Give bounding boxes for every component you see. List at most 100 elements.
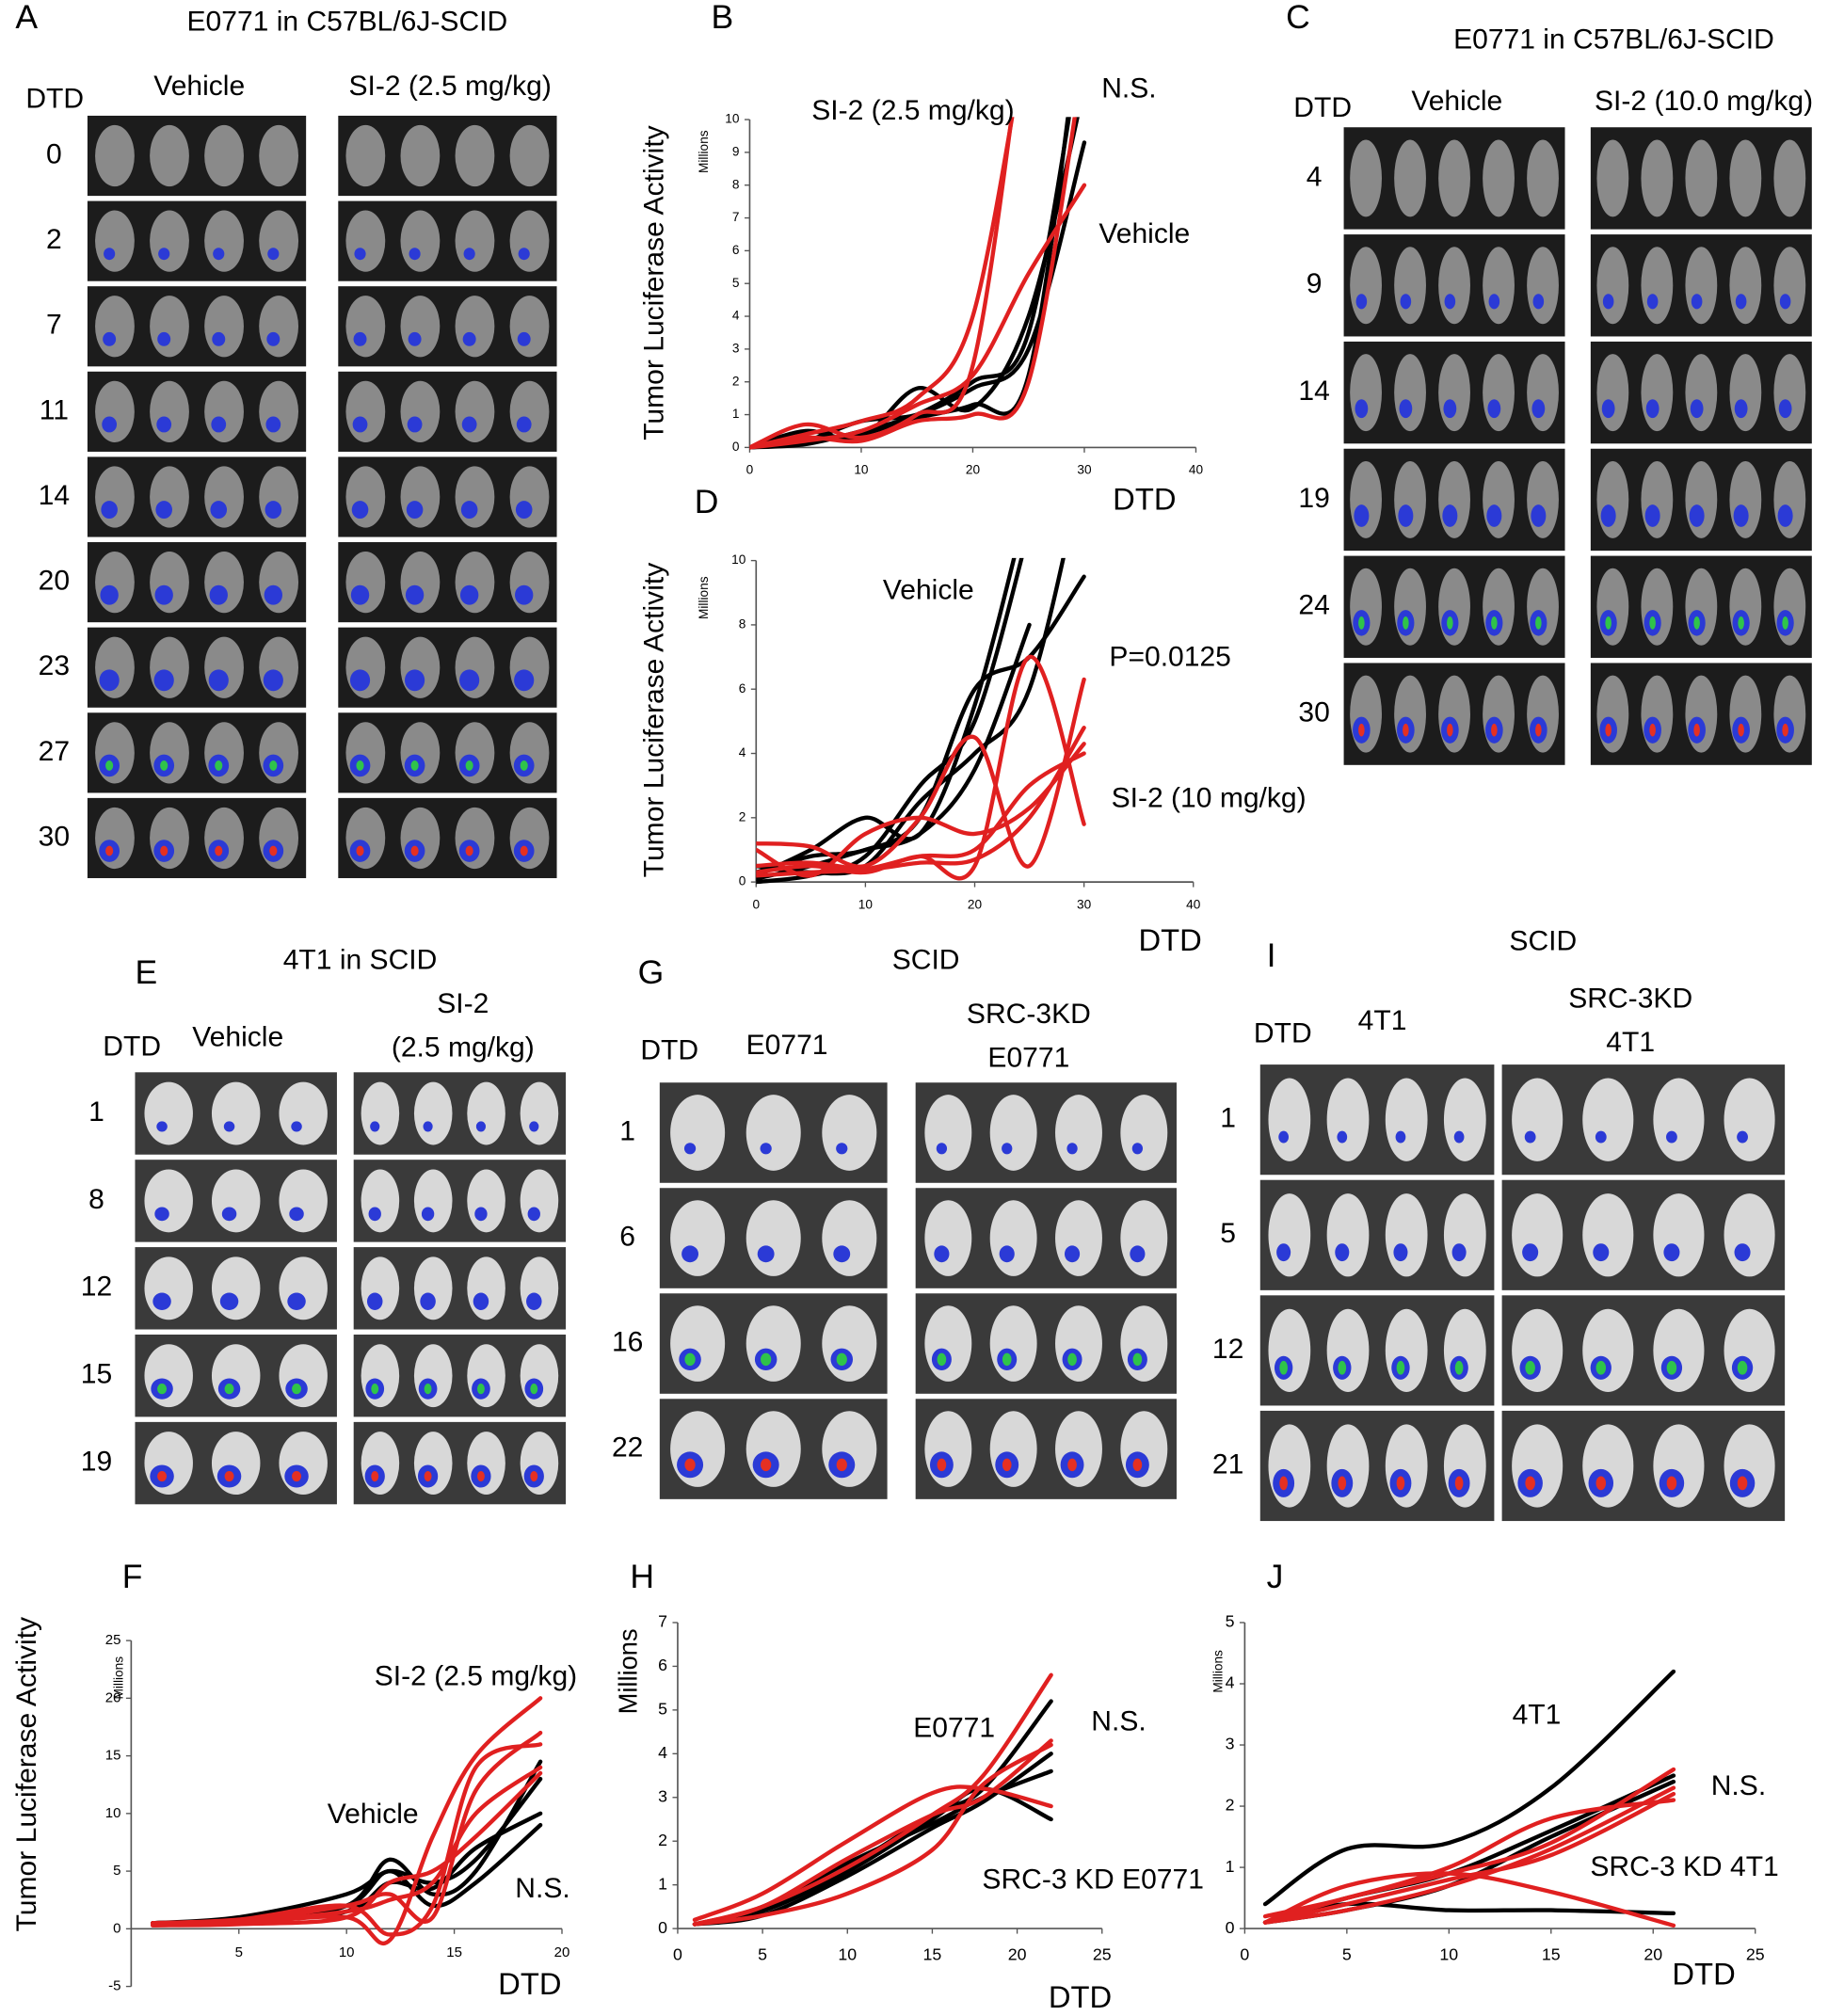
mouse <box>345 210 386 272</box>
mouse <box>211 1169 261 1233</box>
mouse <box>822 1095 877 1171</box>
mouse <box>989 1095 1037 1171</box>
mouse <box>1641 354 1674 432</box>
mouse <box>1685 139 1718 217</box>
row-label: 16 <box>612 1326 643 1357</box>
signal-core <box>224 1384 234 1395</box>
row-label: 24 <box>1298 590 1329 621</box>
signal <box>368 1207 381 1222</box>
panel-letter: G <box>638 953 665 991</box>
signal-core <box>1279 1476 1288 1491</box>
x-axis-label: DTD <box>1672 1956 1735 1991</box>
mouse <box>259 210 299 272</box>
mouse <box>746 1305 801 1382</box>
row-label: 21 <box>1212 1448 1243 1480</box>
signal <box>265 501 282 520</box>
signal-core <box>410 845 419 856</box>
mouse <box>345 296 386 358</box>
mouse-image <box>338 627 557 708</box>
row-label: 2 <box>46 224 62 255</box>
panel-title: E0771 in C57BL/6J-SCID <box>1453 24 1774 56</box>
y-tick-label: 10 <box>731 552 746 567</box>
mouse <box>1596 247 1629 325</box>
mouse-image <box>1259 1064 1495 1176</box>
signal <box>154 584 173 605</box>
mouse <box>1685 460 1718 538</box>
y-tick-label: 9 <box>732 144 740 158</box>
annotation: SI-2 (2.5 mg/kg) <box>811 95 1014 126</box>
signal-core <box>157 1470 168 1482</box>
signal-core <box>1595 1476 1607 1491</box>
signal <box>529 1121 539 1132</box>
mouse-image <box>1590 663 1812 765</box>
signal <box>349 669 371 692</box>
mouse <box>150 380 189 442</box>
mouse <box>1120 1200 1168 1276</box>
mouse <box>1582 1308 1634 1393</box>
mouse <box>467 1256 505 1320</box>
signal <box>683 1143 697 1155</box>
row-label: 22 <box>612 1432 643 1463</box>
mouse-image <box>1259 1295 1495 1406</box>
mouse <box>144 1081 193 1145</box>
mouse <box>1527 247 1559 325</box>
signal <box>1131 1143 1144 1155</box>
mouse <box>455 466 495 528</box>
mouse-image <box>1501 1295 1786 1406</box>
signal <box>155 501 172 520</box>
y-axis-label: Tumor Luciferase Activity <box>11 1617 42 1932</box>
mouse-image <box>135 1247 337 1330</box>
signal-core <box>1403 723 1409 737</box>
signal <box>423 1121 433 1132</box>
annotation: SI-2 (2.5 mg/kg) <box>375 1661 577 1692</box>
mouse <box>1641 139 1674 217</box>
mouse-image <box>1343 555 1565 658</box>
signal <box>1400 294 1412 310</box>
mouse <box>144 1169 193 1233</box>
mouse <box>1724 1424 1775 1508</box>
mouse <box>150 296 189 358</box>
mouse <box>345 466 386 528</box>
signal <box>219 1292 239 1310</box>
row-label: 27 <box>39 736 70 767</box>
series-line <box>692 1738 1053 1927</box>
signal-core <box>1396 1360 1405 1375</box>
y-tick-label: 10 <box>725 112 740 126</box>
mouse <box>211 1081 261 1145</box>
signal-core <box>1649 616 1656 630</box>
mouse <box>150 210 189 272</box>
x-tick-label: 10 <box>838 1944 857 1963</box>
series-line <box>756 677 1086 869</box>
mouse <box>1653 1308 1705 1393</box>
column-header: 4T1 <box>1358 1005 1407 1036</box>
signal <box>1276 1243 1291 1262</box>
signal <box>1453 1130 1465 1144</box>
signal <box>1691 294 1703 310</box>
signal <box>515 584 534 605</box>
mouse-image <box>135 1334 337 1417</box>
series-line <box>749 117 1015 450</box>
mouse-image <box>87 371 307 452</box>
signal <box>221 1207 237 1222</box>
row-label: 1 <box>619 1115 635 1146</box>
signal <box>1778 399 1792 419</box>
row-label: 12 <box>1212 1334 1243 1365</box>
series-line <box>749 117 1071 450</box>
y-axis-label: Tumor Luciferase Activity <box>639 563 670 878</box>
column-header: E0771 <box>746 1030 828 1061</box>
column-header: Vehicle <box>1411 86 1502 117</box>
panel-title: SCID <box>1509 925 1577 956</box>
mouse <box>345 551 386 614</box>
mouse-image <box>1343 341 1565 444</box>
mouse <box>746 1411 801 1487</box>
signal <box>760 1143 772 1155</box>
mouse-image <box>353 1334 567 1417</box>
signal <box>1644 504 1660 527</box>
mouse-image <box>915 1188 1177 1288</box>
series-line <box>749 117 1014 450</box>
signal <box>104 248 116 261</box>
panel-letter: D <box>695 483 719 520</box>
signal-core <box>1403 616 1409 630</box>
mouse <box>1641 460 1674 538</box>
mouse <box>1443 1308 1486 1393</box>
